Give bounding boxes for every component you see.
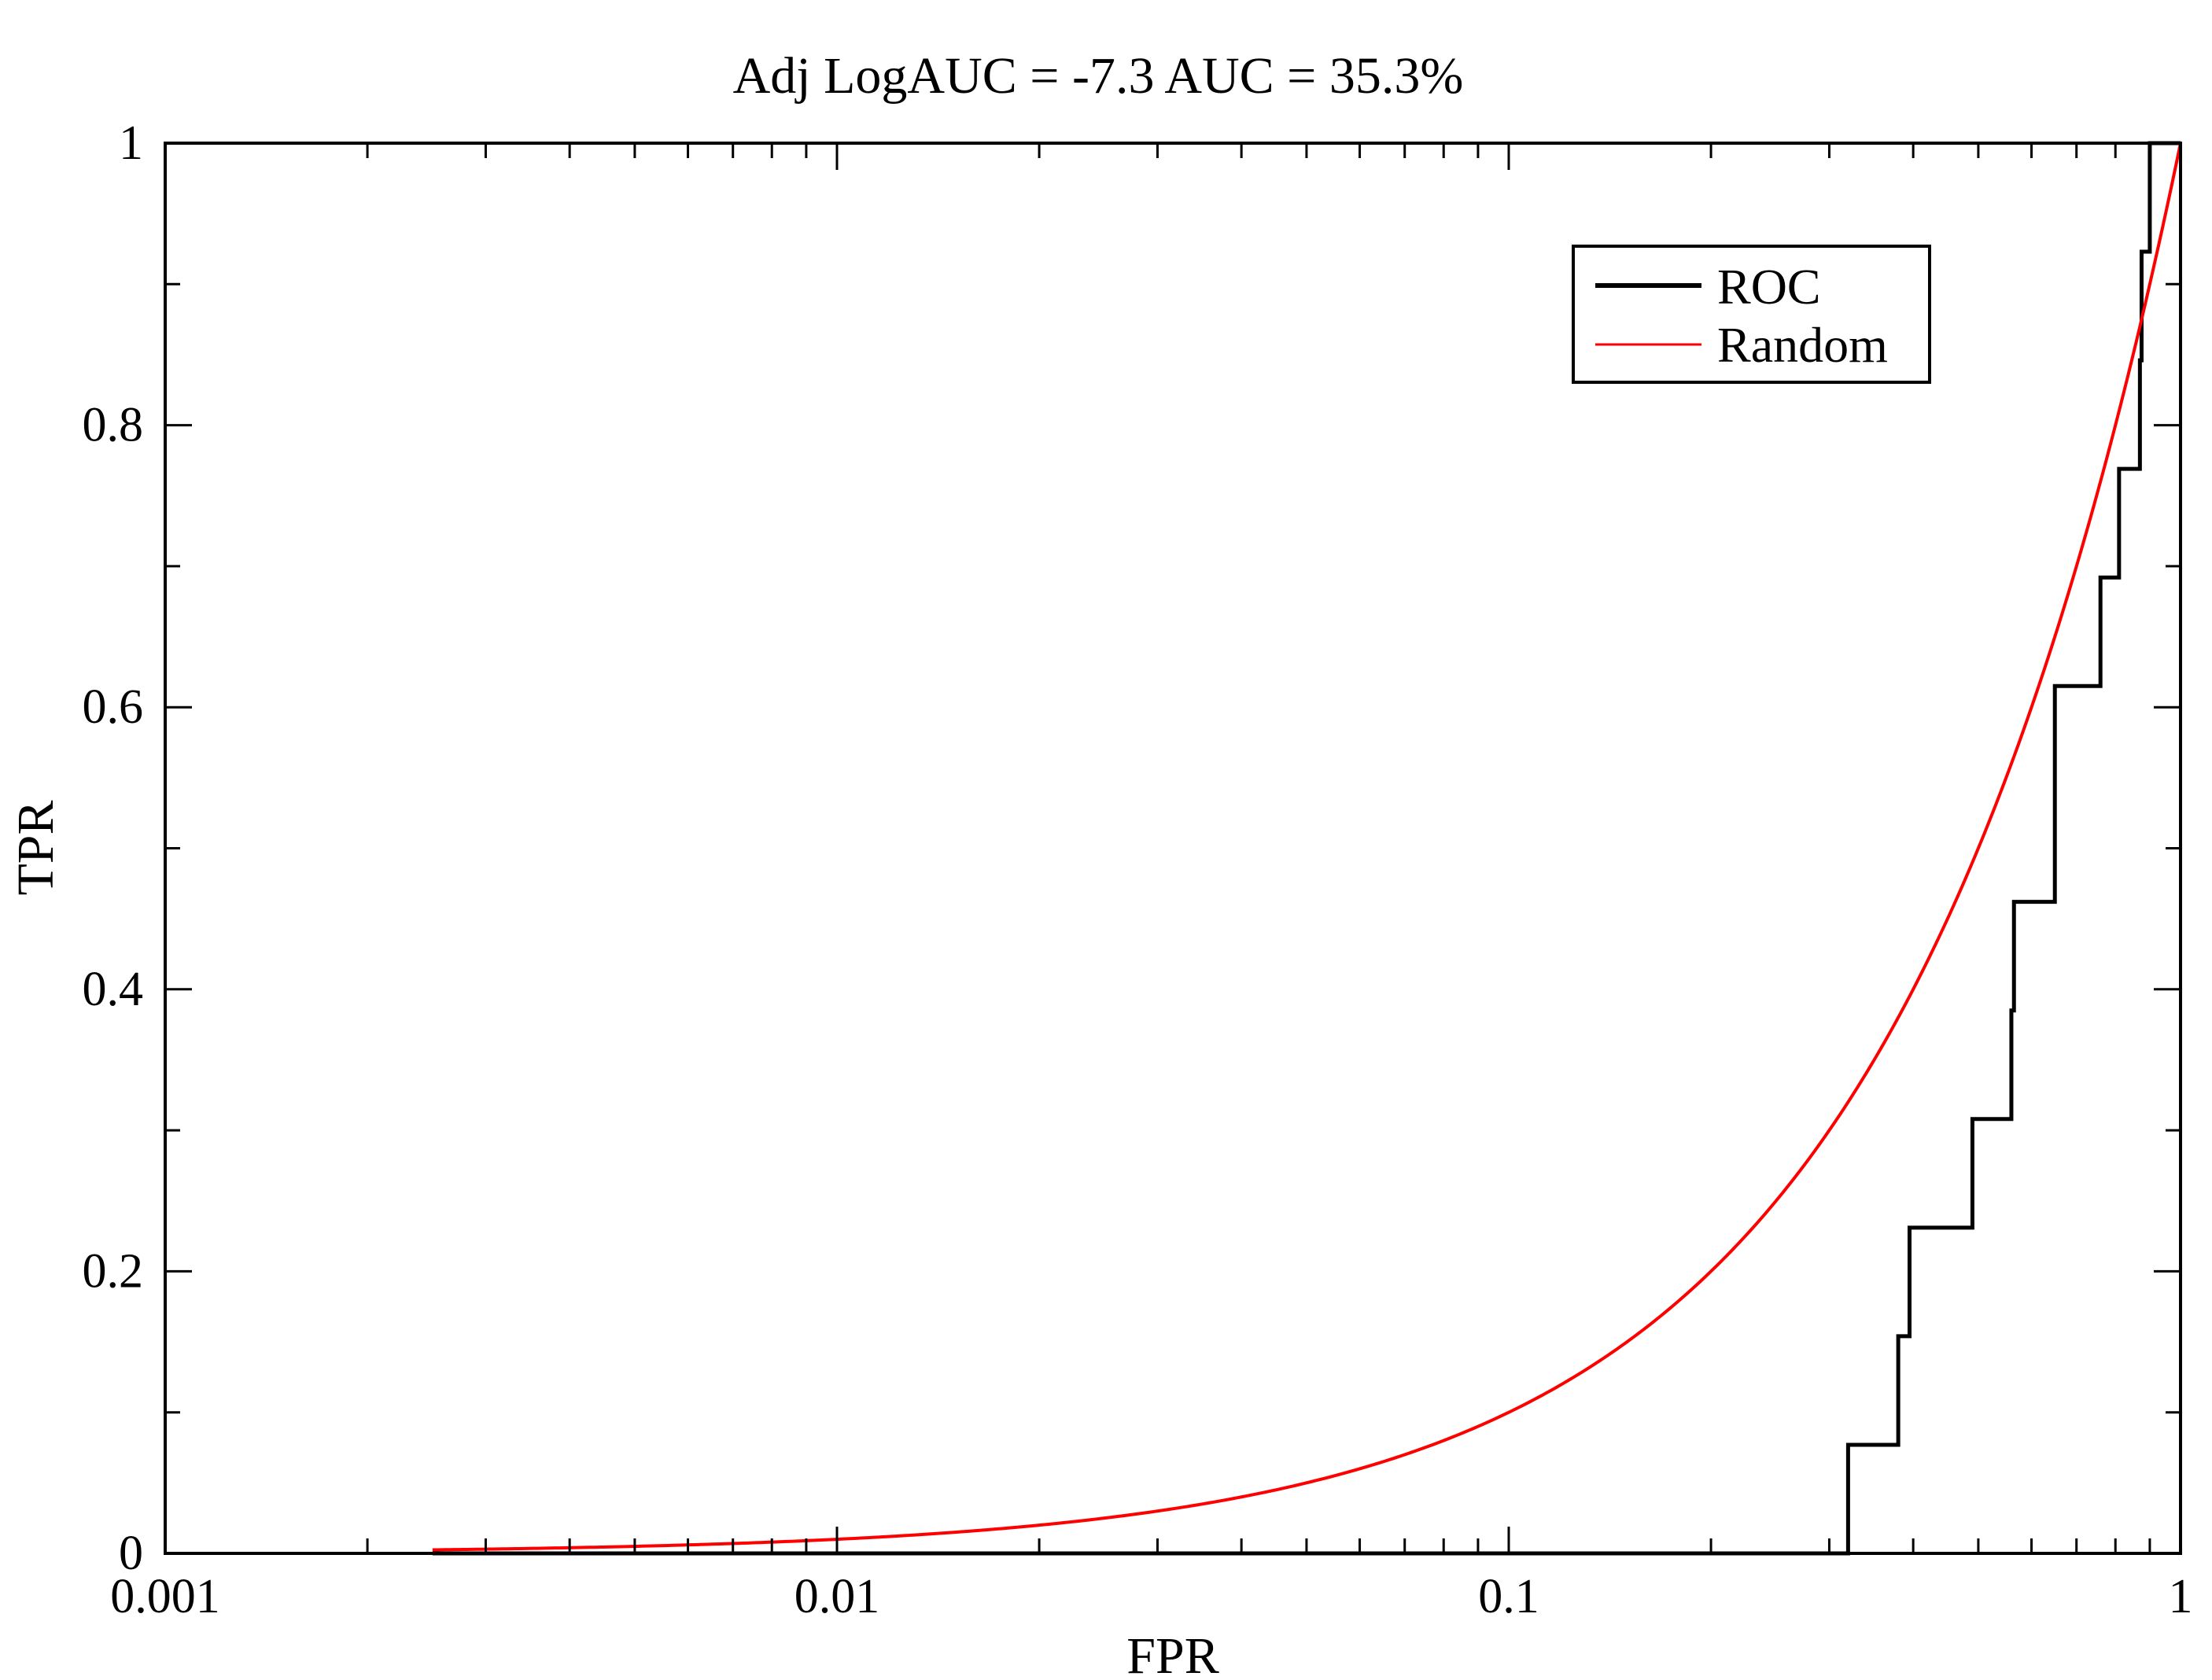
- x-axis-ticks: [164, 143, 2151, 1553]
- roc-series-line: [432, 141, 2181, 1556]
- chart-title: Adj LogAUC = -7.3 AUC = 35.3%: [733, 47, 1464, 105]
- legend-box: [1572, 245, 1931, 384]
- x-tick-label: 0.001: [110, 1570, 220, 1623]
- x-tick-label: 0.01: [794, 1570, 880, 1623]
- plot-lines: [432, 141, 2182, 1556]
- y-axis-tick-labels: 0 0.2 0.4 0.6 0.8 1: [83, 116, 144, 1580]
- legend: ROC Random: [1572, 245, 1931, 384]
- y-tick-label: 0.6: [83, 680, 144, 734]
- legend-label-random: Random: [1717, 317, 1888, 373]
- y-axis-label: TPR: [7, 800, 65, 895]
- y-tick-label: 1: [119, 116, 143, 170]
- x-tick-label: 1: [2169, 1570, 2193, 1623]
- y-axis-ticks: [165, 142, 2181, 1555]
- legend-label-roc: ROC: [1717, 259, 1821, 315]
- x-axis-tick-labels: 0.001 0.01 0.1 1: [110, 1570, 2192, 1623]
- random-series-line: [432, 142, 2182, 1552]
- y-tick-label: 0: [119, 1527, 143, 1580]
- x-tick-label: 0.1: [1478, 1570, 1539, 1623]
- y-tick-label: 0.2: [83, 1244, 144, 1298]
- x-axis-label: FPR: [1126, 1627, 1218, 1680]
- y-tick-label: 0.4: [83, 963, 144, 1016]
- y-tick-label: 0.8: [83, 399, 144, 452]
